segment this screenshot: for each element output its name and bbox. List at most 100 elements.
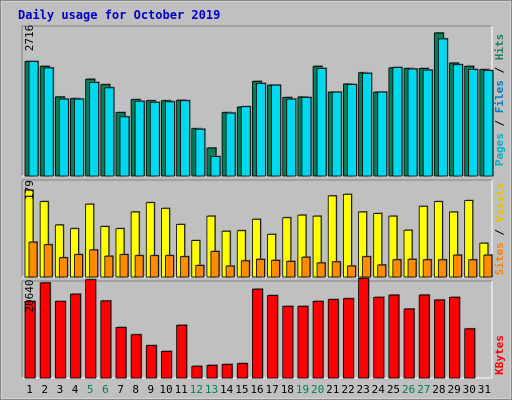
top-legend-separator: / <box>493 60 506 80</box>
kbytes-bar-day-6 <box>100 300 112 379</box>
x-label-day-6: 6 <box>102 383 109 396</box>
x-label-day-23: 23 <box>357 383 370 396</box>
files-bar-day-1 <box>28 61 39 177</box>
files-bar-day-16 <box>256 83 266 177</box>
kbytes-bar-day-2 <box>39 282 51 379</box>
sites-bar-day-21 <box>331 261 341 278</box>
files-bar-day-17 <box>271 84 281 177</box>
top-panel <box>21 25 494 177</box>
sites-bar-day-6 <box>104 255 114 278</box>
files-bar-day-23 <box>362 72 372 177</box>
middle-legend-separator: / <box>493 222 506 242</box>
kbytes-bar-day-28 <box>433 299 445 379</box>
sites-bar-day-25 <box>392 259 402 278</box>
files-bar-day-30 <box>468 69 479 177</box>
sites-bar-day-31 <box>483 254 493 278</box>
kbytes-bar-day-3 <box>54 301 66 379</box>
files-bar-day-28 <box>437 38 448 177</box>
legend-top: Pages / Files / Hits <box>493 34 506 167</box>
middle-panel <box>21 179 493 278</box>
kbytes-bar-day-26 <box>403 308 415 379</box>
sites-bar-day-3 <box>58 257 68 278</box>
kbytes-bar-day-14 <box>221 364 233 379</box>
top-legend-separator: / <box>493 113 506 133</box>
x-label-day-15: 15 <box>235 383 248 396</box>
files-bar-day-7 <box>119 116 130 177</box>
files-bar-day-20 <box>316 68 327 177</box>
files-bar-day-27 <box>422 69 433 177</box>
x-label-day-29: 29 <box>447 383 460 396</box>
kbytes-bar-day-5 <box>85 279 97 379</box>
kbytes-bar-day-10 <box>161 351 172 379</box>
sites-bar-day-17 <box>271 259 280 278</box>
x-label-day-31: 31 <box>478 383 491 396</box>
kbytes-bar-day-20 <box>312 301 324 379</box>
sites-bar-day-5 <box>89 249 99 278</box>
kbytes-bar-day-30 <box>464 328 476 379</box>
files-bar-day-13 <box>210 156 221 177</box>
kbytes-bar-day-11 <box>176 324 188 379</box>
x-label-day-3: 3 <box>57 383 64 396</box>
files-bar-day-18 <box>286 98 297 177</box>
kbytes-bar-day-27 <box>418 294 430 379</box>
kbytes-bar-day-8 <box>130 334 142 379</box>
files-bar-day-31 <box>483 70 494 177</box>
sites-bar-day-4 <box>74 254 83 278</box>
x-label-day-18: 18 <box>281 383 294 396</box>
x-label-day-24: 24 <box>372 383 386 396</box>
x-label-day-4: 4 <box>72 383 79 396</box>
middle-legend-text: Sites / Visits <box>493 183 506 276</box>
files-bar-day-4 <box>74 98 84 177</box>
top-legend-files: Files <box>493 80 506 113</box>
files-bar-day-29 <box>453 64 463 177</box>
files-bar-day-24 <box>377 91 388 177</box>
sites-bar-day-26 <box>407 258 417 278</box>
x-label-day-27: 27 <box>417 383 430 396</box>
kbytes-bar-day-23 <box>358 278 369 379</box>
x-label-day-20: 20 <box>311 383 324 396</box>
kbytes-bar-day-18 <box>282 305 294 379</box>
x-label-day-8: 8 <box>132 383 139 396</box>
top-legend-text: Pages / Files / Hits <box>493 34 506 167</box>
kbytes-bar-day-7 <box>115 327 127 379</box>
files-bar-day-6 <box>104 87 115 177</box>
x-label-day-21: 21 <box>326 383 339 396</box>
x-label-day-14: 14 <box>220 383 234 396</box>
x-label-day-12: 12 <box>190 383 203 396</box>
sites-bar-day-19 <box>301 256 311 278</box>
chart-title: Daily usage for October 2019 <box>18 8 220 22</box>
sites-bar-day-9 <box>149 255 159 278</box>
kbytes-bar-day-24 <box>373 296 385 379</box>
kbytes-bar-day-29 <box>449 296 460 379</box>
kbytes-bar-day-12 <box>191 365 203 379</box>
sites-bar-day-22 <box>346 265 356 278</box>
x-label-day-22: 22 <box>341 383 354 396</box>
x-label-day-26: 26 <box>402 383 415 396</box>
kbytes-bar-day-19 <box>297 305 309 379</box>
sites-bar-day-11 <box>180 256 190 278</box>
files-bar-day-8 <box>134 100 145 177</box>
x-label-day-17: 17 <box>266 383 279 396</box>
x-label-day-11: 11 <box>175 383 188 396</box>
bottom-legend-kbytes: KBytes <box>493 335 506 375</box>
bottom-y-max-label: 20640 <box>23 279 36 312</box>
sites-bar-day-7 <box>119 254 129 278</box>
sites-bar-day-15 <box>240 260 250 278</box>
sites-bar-day-24 <box>377 264 387 278</box>
top-legend-pages: Pages <box>493 133 506 166</box>
files-bar-day-10 <box>165 101 175 177</box>
legend-middle: Sites / Visits <box>493 183 506 276</box>
middle-legend-sites: Sites <box>493 242 506 275</box>
x-label-day-7: 7 <box>117 383 124 396</box>
files-bar-day-9 <box>149 101 160 177</box>
x-label-day-16: 16 <box>250 383 263 396</box>
kbytes-bar-day-25 <box>388 294 400 379</box>
x-label-day-25: 25 <box>387 383 400 396</box>
x-label-day-2: 2 <box>41 383 48 396</box>
kbytes-bar-day-21 <box>327 299 339 379</box>
files-bar-day-15 <box>240 106 251 177</box>
files-bar-day-14 <box>225 112 236 177</box>
sites-bar-day-16 <box>256 258 265 278</box>
sites-bar-day-23 <box>362 256 371 278</box>
